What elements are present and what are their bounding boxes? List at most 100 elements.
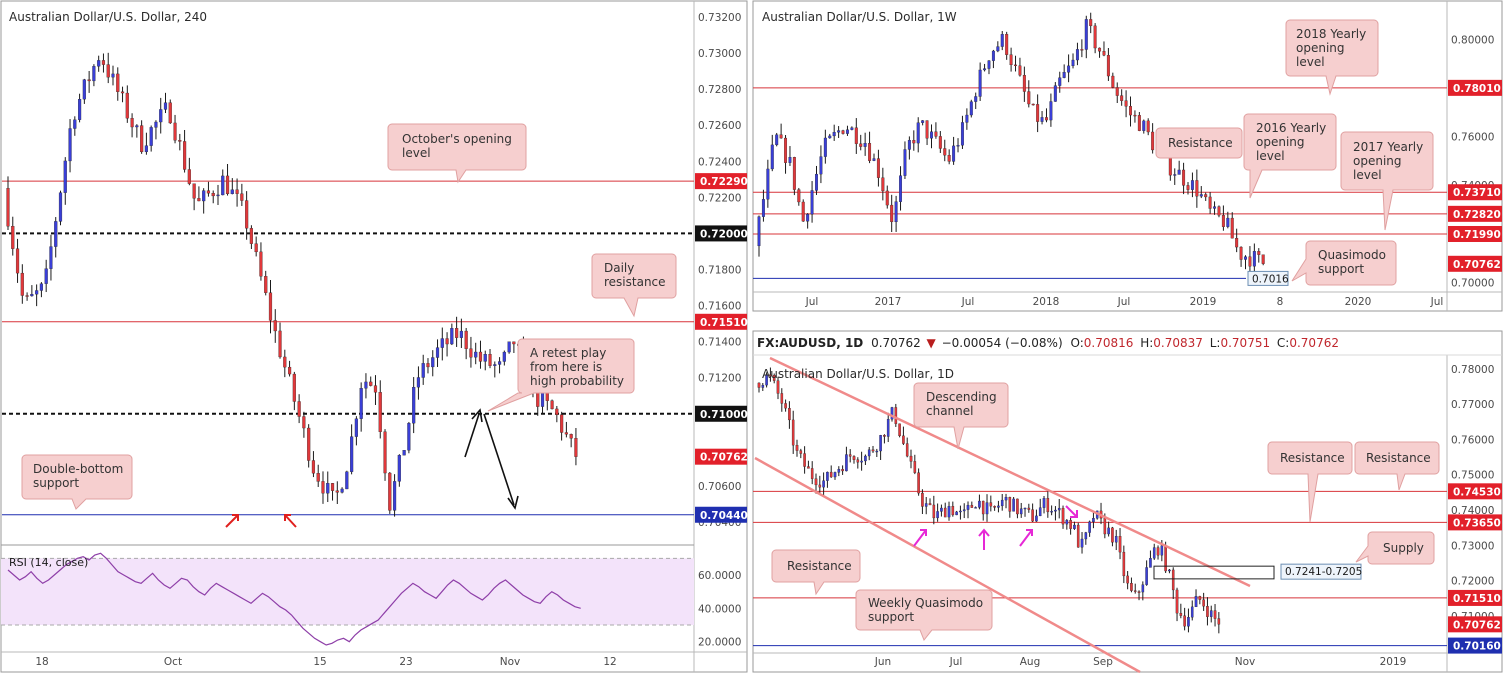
h4-candle-body bbox=[416, 377, 421, 388]
weekly-candle-body bbox=[859, 143, 863, 147]
daily-close: 0.70762 bbox=[1289, 336, 1339, 350]
daily-candle-body bbox=[997, 505, 1000, 508]
weekly-candle-body bbox=[934, 131, 938, 137]
h4-candle-body bbox=[373, 385, 378, 393]
weekly-candle-body bbox=[1018, 65, 1022, 76]
h4-candle-body bbox=[307, 427, 311, 461]
h4-level-badge bbox=[695, 405, 747, 422]
h4-candle-body bbox=[159, 109, 163, 123]
weekly-candle-body bbox=[938, 136, 942, 149]
daily-level-label: 0.74530 bbox=[1453, 486, 1501, 498]
weekly-candle-body bbox=[1190, 180, 1194, 190]
weekly-candle-body bbox=[1058, 77, 1062, 86]
h4-candle-body bbox=[478, 351, 483, 362]
weekly-candle-body bbox=[872, 158, 876, 161]
h4-candle-body bbox=[44, 268, 48, 284]
daily-candle-body bbox=[1050, 511, 1053, 513]
daily-candle-body bbox=[1183, 615, 1186, 627]
daily-candle-body bbox=[1213, 610, 1217, 619]
daily-candle-body bbox=[951, 506, 955, 516]
daily-candle-body bbox=[788, 408, 791, 421]
channel-lower-line bbox=[754, 456, 1141, 674]
daily-candle-body bbox=[943, 507, 947, 518]
weekly-candle-body bbox=[991, 50, 995, 61]
callout-2018-yearly-opening: 2018 Yearly opening level bbox=[1285, 19, 1379, 96]
callout-2016-line1: 2016 Yearly bbox=[1256, 121, 1326, 135]
daily-level-label: 0.71510 bbox=[1453, 593, 1501, 605]
h4-candle-body bbox=[497, 361, 502, 365]
h4-candle-body bbox=[455, 328, 459, 338]
daily-level-badge bbox=[1448, 589, 1502, 606]
h4-candle-body bbox=[469, 348, 473, 358]
h4-candle-body bbox=[512, 341, 516, 345]
daily-swing-markers bbox=[913, 505, 1078, 550]
weekly-candle-body bbox=[885, 190, 889, 206]
weekly-candle-body bbox=[823, 137, 827, 157]
weekly-candle-body bbox=[1067, 65, 1071, 73]
weekly-candle-body bbox=[1182, 169, 1186, 186]
daily-candle-body bbox=[795, 444, 799, 451]
callout-octobers-opening-level: October's opening level bbox=[387, 123, 527, 184]
h4-candle-body bbox=[302, 416, 306, 429]
daily-candle-body bbox=[818, 484, 822, 488]
callout-weekly-resistance-text: Resistance bbox=[1168, 136, 1233, 150]
h4-candle-body bbox=[564, 432, 568, 435]
weekly-candle-body bbox=[903, 149, 907, 176]
daily-candle-body bbox=[1061, 507, 1065, 525]
weekly-candle-body bbox=[1049, 101, 1053, 121]
weekly-x-tick: Jul bbox=[805, 296, 819, 308]
callout-supply-text: Supply bbox=[1383, 541, 1424, 555]
daily-candle-body bbox=[1217, 618, 1221, 625]
h4-y-tick: 0.72200 bbox=[698, 192, 741, 204]
daily-candle-body bbox=[966, 504, 970, 510]
daily-candle-body bbox=[1035, 515, 1038, 522]
callout-daily-resistance-line1: Daily bbox=[604, 261, 634, 275]
h4-candle-body bbox=[15, 248, 20, 274]
weekly-candle-body bbox=[947, 155, 951, 162]
weekly-candle-body bbox=[1186, 185, 1190, 190]
daily-candle-body bbox=[947, 506, 951, 518]
daily-candle-body bbox=[1114, 536, 1118, 543]
weekly-candle-body bbox=[899, 175, 903, 202]
h4-candle-body bbox=[6, 188, 10, 227]
daily-candle-body bbox=[1042, 498, 1046, 508]
weekly-level-label: 0.7016 bbox=[1252, 273, 1289, 285]
daily-y-tick: 0.72000 bbox=[1451, 576, 1494, 588]
callout-channel-line2: channel bbox=[926, 404, 973, 418]
callout-2017-line3: level bbox=[1353, 168, 1382, 182]
weekly-candle-body bbox=[1129, 106, 1132, 116]
weekly-candle-body bbox=[1062, 72, 1066, 78]
h4-candle-body bbox=[326, 483, 330, 494]
rsi-y-tick: 20.0000 bbox=[698, 637, 741, 649]
daily-candle-body bbox=[974, 507, 977, 509]
h4-candle-body bbox=[92, 66, 96, 82]
h4-x-tick: Oct bbox=[164, 656, 182, 668]
weekly-candle-body bbox=[987, 60, 991, 69]
rsi-y-tick: 40.0000 bbox=[698, 603, 741, 615]
h4-candle-body bbox=[378, 392, 382, 432]
daily-candle-body bbox=[890, 407, 894, 420]
h4-candle-body bbox=[493, 364, 497, 366]
daily-candle-body bbox=[970, 504, 974, 508]
h4-candle-body bbox=[392, 481, 397, 511]
h4-candle-body bbox=[264, 276, 268, 293]
weekly-candle-body bbox=[952, 145, 956, 162]
h4-candle-body bbox=[550, 400, 554, 410]
daily-candle-body bbox=[803, 453, 806, 467]
weekly-candle-body bbox=[1257, 251, 1261, 255]
daily-candle-body bbox=[898, 423, 901, 437]
daily-candle-body bbox=[1054, 509, 1057, 512]
h4-candle-body bbox=[474, 351, 478, 358]
h4-candle-body bbox=[574, 438, 578, 457]
h4-candle-body bbox=[173, 122, 177, 141]
h4-level-badge bbox=[695, 506, 747, 523]
h4-candle-body bbox=[292, 373, 296, 402]
weekly-candle-body bbox=[1000, 34, 1004, 47]
h4-candle-body bbox=[316, 473, 320, 482]
h4-candle-body bbox=[235, 189, 239, 194]
h4-candle-body bbox=[402, 450, 406, 456]
daily-candle-body bbox=[1057, 507, 1061, 511]
weekly-candle-body bbox=[1071, 59, 1075, 67]
daily-candle-body bbox=[913, 461, 917, 473]
